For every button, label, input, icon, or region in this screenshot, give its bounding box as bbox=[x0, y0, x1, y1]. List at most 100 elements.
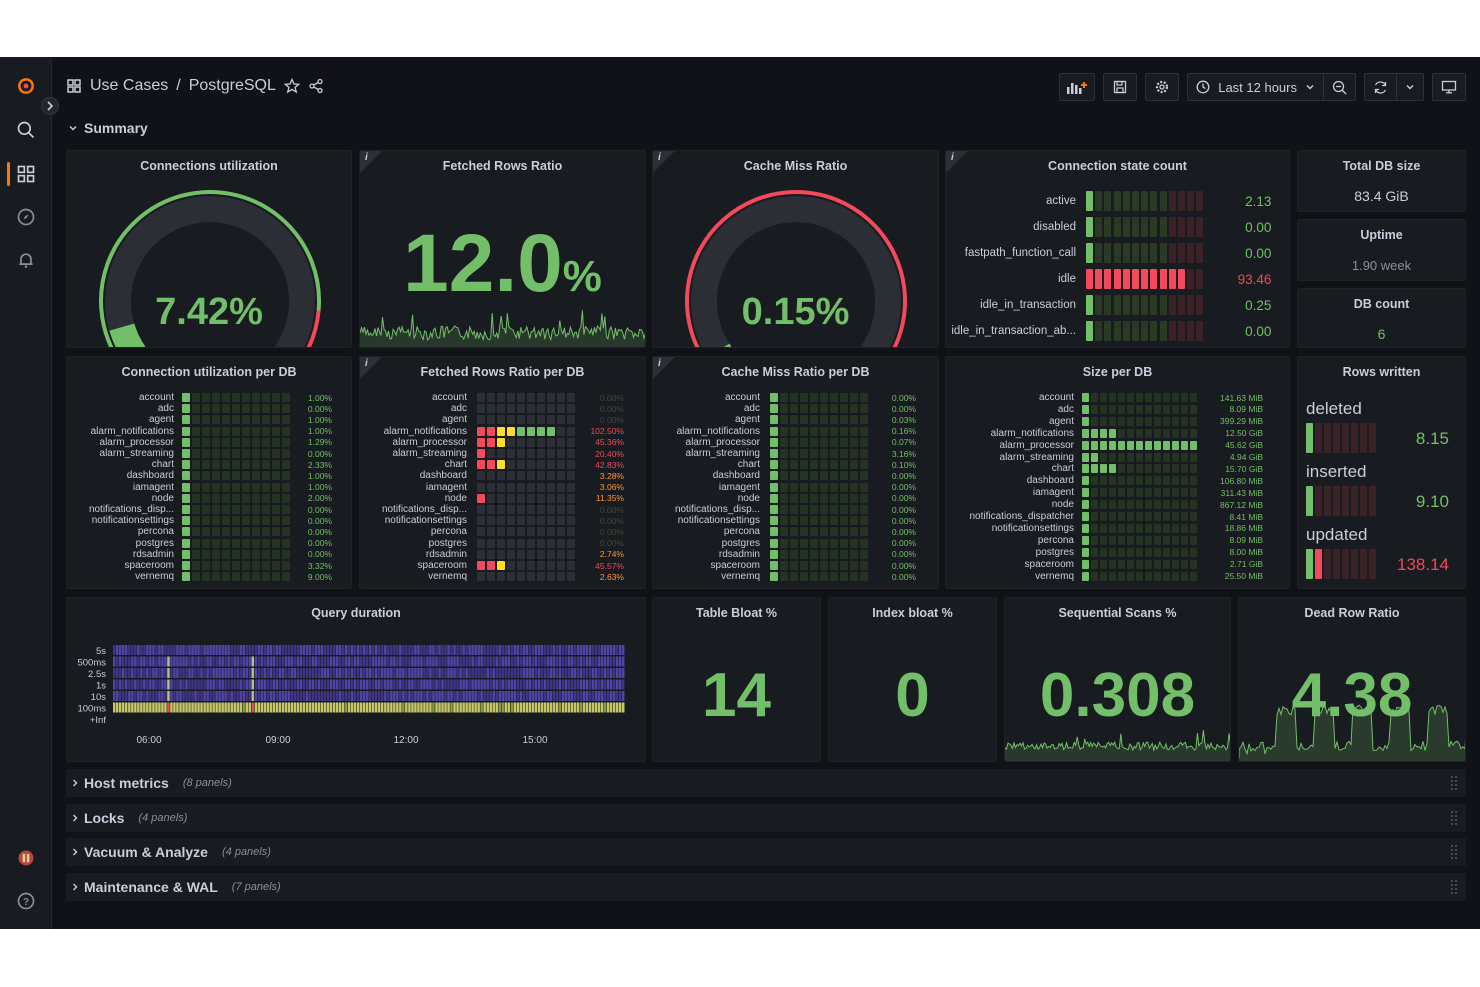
dashboard-settings-button[interactable] bbox=[1145, 73, 1180, 101]
panel-connection-state-count[interactable]: i Connection state count active 2.13 disab… bbox=[945, 150, 1290, 348]
alerting-bell-icon[interactable] bbox=[13, 247, 39, 273]
row-summary[interactable]: Summary bbox=[68, 120, 148, 136]
bargauge-cells bbox=[770, 426, 870, 436]
bargauge-cell bbox=[1145, 404, 1152, 414]
heatmap-cell bbox=[158, 668, 161, 678]
heatmap-cell bbox=[597, 668, 601, 678]
heatmap-cell bbox=[378, 691, 381, 701]
star-icon[interactable] bbox=[283, 78, 300, 94]
bargauge-value: 45.36% bbox=[595, 437, 624, 448]
panel-db-count[interactable]: DB count 6 bbox=[1297, 288, 1466, 348]
bargauge-cell bbox=[1145, 440, 1152, 450]
drag-handle-icon[interactable] bbox=[1450, 844, 1458, 860]
refresh-interval-dropdown[interactable] bbox=[1397, 74, 1423, 100]
bargauge-cell bbox=[770, 493, 778, 503]
panel-sequential-scans[interactable]: Sequential Scans % 0.308 bbox=[1004, 597, 1231, 762]
heatmap-cell bbox=[302, 645, 306, 655]
info-icon[interactable]: i bbox=[360, 151, 382, 173]
heatmap-cell bbox=[402, 702, 405, 713]
heatmap-cell bbox=[263, 691, 267, 701]
bargauge-cell bbox=[192, 482, 200, 492]
explore-compass-icon[interactable] bbox=[13, 204, 39, 230]
heatmap-cell bbox=[338, 645, 342, 655]
bargauge-cells bbox=[770, 516, 870, 526]
save-dashboard-button[interactable] bbox=[1103, 73, 1138, 101]
bargauge-cell bbox=[252, 538, 260, 548]
heatmap-cell bbox=[519, 656, 523, 667]
drag-handle-icon[interactable] bbox=[1450, 810, 1458, 826]
heatmap-cell bbox=[372, 668, 375, 678]
heatmap-cell bbox=[143, 691, 146, 701]
dashboards-icon[interactable] bbox=[13, 161, 39, 187]
breadcrumb-folder[interactable]: Use Cases bbox=[90, 77, 169, 94]
bargauge-cell bbox=[222, 415, 230, 425]
panel-fetched-rows-per-db[interactable]: i Fetched Rows Ratio per DB account 0.00%… bbox=[359, 356, 646, 589]
breadcrumb-dashboard[interactable]: PostgreSQL bbox=[188, 77, 276, 94]
panel-cache-miss-per-db[interactable]: i Cache Miss Ratio per DB account 0.00% ad… bbox=[652, 356, 939, 589]
bargauge-cell bbox=[1127, 488, 1134, 498]
row-locks[interactable]: Locks (4 panels) bbox=[66, 804, 1466, 832]
help-icon[interactable]: ? bbox=[13, 888, 39, 914]
bargauge-cell bbox=[547, 538, 555, 548]
bargauge-cell bbox=[1118, 393, 1125, 402]
panel-conn-util-per-db[interactable]: Connection utilization per DB account 1.0… bbox=[66, 356, 352, 589]
bargauge-cell bbox=[1104, 217, 1112, 237]
bargauge-cell bbox=[517, 426, 525, 436]
info-icon[interactable]: i bbox=[653, 151, 675, 173]
bargauge-cells bbox=[770, 572, 870, 582]
heatmap-cell bbox=[272, 702, 276, 713]
heatmap-cell bbox=[290, 702, 294, 713]
panel-query-duration[interactable]: Query duration 5s 500ms 2.5s 1s 10s 100ms +Inf… bbox=[66, 597, 646, 762]
panel-uptime[interactable]: Uptime 1.90 week bbox=[1297, 219, 1466, 281]
grafana-logo-icon[interactable] bbox=[13, 73, 39, 99]
info-icon[interactable]: i bbox=[946, 151, 968, 173]
time-picker-button[interactable]: Last 12 hours bbox=[1188, 74, 1324, 100]
bargauge-cell bbox=[1091, 440, 1098, 450]
panel-fetched-rows-ratio[interactable]: i Fetched Rows Ratio 12.0% bbox=[359, 150, 646, 348]
panel-total-db-size[interactable]: Total DB size 83.4 GiB bbox=[1297, 150, 1466, 212]
heatmap-cell bbox=[314, 668, 318, 678]
user-avatar-icon[interactable] bbox=[13, 845, 39, 871]
bargauge-cell bbox=[1163, 559, 1170, 569]
info-icon[interactable]: i bbox=[653, 357, 675, 379]
expand-sidebar-button[interactable] bbox=[41, 97, 59, 115]
bargauge-cell bbox=[1187, 295, 1195, 315]
panel-title: Table Bloat % bbox=[695, 606, 778, 620]
row-host-metrics[interactable]: Host metrics (8 panels) bbox=[66, 769, 1466, 797]
panel-connections-utilization[interactable]: Connections utilization 7.42% bbox=[66, 150, 352, 348]
bargauge-value: 42.83% bbox=[595, 459, 624, 470]
bargauge-cell bbox=[1154, 559, 1161, 569]
panel-dead-row-ratio[interactable]: Dead Row Ratio 4.38 bbox=[1238, 597, 1466, 762]
bargauge-cell bbox=[1172, 547, 1179, 557]
heatmap-cell bbox=[251, 702, 254, 713]
drag-handle-icon[interactable] bbox=[1450, 775, 1458, 791]
bargauge-row: adc 8.09 MiB bbox=[950, 404, 1263, 415]
bargauge-cell bbox=[1127, 476, 1134, 486]
row-vacuum-analyze[interactable]: Vacuum & Analyze (4 panels) bbox=[66, 838, 1466, 866]
heatmap-cell bbox=[143, 702, 146, 713]
heatmap-cell bbox=[537, 645, 541, 655]
drag-handle-icon[interactable] bbox=[1450, 879, 1458, 895]
share-icon[interactable] bbox=[308, 78, 324, 94]
panel-table-bloat[interactable]: Table Bloat % 14 bbox=[652, 597, 821, 762]
zoom-out-button[interactable] bbox=[1324, 74, 1355, 100]
info-icon[interactable]: i bbox=[360, 357, 382, 379]
bargauge-cell bbox=[1095, 321, 1103, 341]
refresh-button[interactable] bbox=[1365, 74, 1397, 100]
panel-cache-miss-ratio[interactable]: i Cache Miss Ratio 0.15% bbox=[652, 150, 939, 348]
bargauge-row: alarm_notifications 1.00% bbox=[71, 426, 332, 437]
bargauge-cell bbox=[790, 538, 798, 548]
panel-index-bloat[interactable]: Index bloat % 0 bbox=[828, 597, 997, 762]
bargauge-value: 0.25 bbox=[1245, 297, 1272, 313]
panel-rows-written[interactable]: Rows written deleted 8.15 inserted 9.10 upda… bbox=[1297, 356, 1466, 589]
heatmap-cell bbox=[462, 702, 465, 713]
cycle-view-mode-button[interactable] bbox=[1432, 73, 1466, 101]
bargauge-value: 0.00 bbox=[1245, 219, 1272, 235]
bargauge-cell bbox=[1145, 428, 1152, 438]
row-maintenance-wal[interactable]: Maintenance & WAL (7 panels) bbox=[66, 873, 1466, 901]
heatmap-cell bbox=[483, 668, 486, 678]
heatmap-cell bbox=[489, 679, 492, 690]
add-panel-button[interactable] bbox=[1059, 73, 1096, 101]
search-icon[interactable] bbox=[13, 117, 39, 143]
panel-size-per-db[interactable]: Size per DB account 141.63 MiB adc 8.09 MiB… bbox=[945, 356, 1290, 589]
